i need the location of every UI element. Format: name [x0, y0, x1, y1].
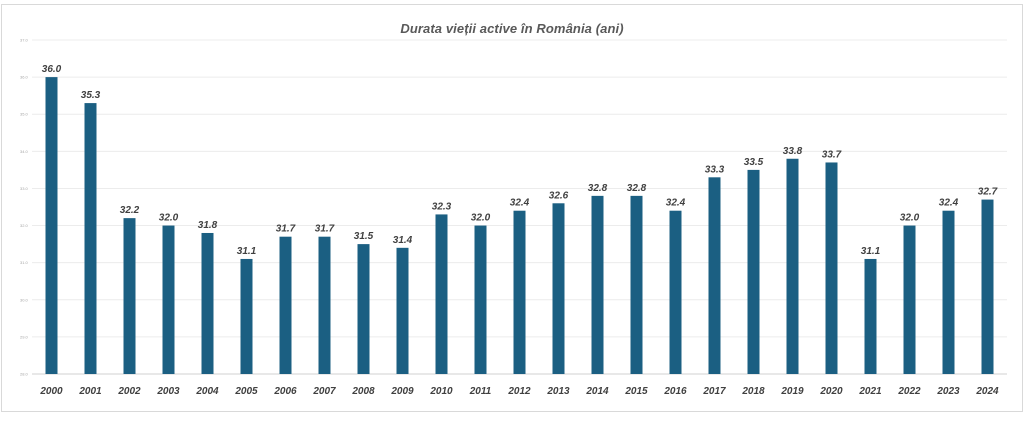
data-label: 33.5: [744, 157, 764, 168]
bar: [747, 169, 760, 374]
data-label: 31.1: [237, 246, 257, 257]
bar: [864, 258, 877, 374]
data-label: 32.4: [939, 198, 959, 209]
data-label: 31.8: [198, 220, 218, 231]
y-tick-label: 36.0: [20, 75, 29, 80]
bar: [513, 210, 526, 374]
y-tick-label: 28.0: [20, 372, 29, 377]
bar: [84, 103, 97, 374]
y-tick-label: 35.0: [20, 112, 29, 117]
data-label: 32.0: [159, 213, 179, 224]
bar: [708, 177, 721, 374]
data-label: 36.0: [42, 64, 62, 75]
bar: [201, 232, 214, 374]
chart-title: Durata vieții active în România (ani): [400, 21, 624, 36]
data-label: 32.8: [588, 183, 608, 194]
bar: [591, 195, 604, 374]
data-label: 31.4: [393, 235, 413, 246]
x-tick-label: 2013: [546, 386, 570, 397]
bar: [786, 158, 799, 374]
x-tick-label: 2018: [741, 386, 765, 397]
y-tick-label: 30.0: [20, 297, 29, 302]
data-label: 32.4: [666, 198, 686, 209]
x-tick-label: 2014: [585, 386, 609, 397]
data-label: 32.2: [120, 205, 140, 216]
data-label: 35.3: [81, 90, 101, 101]
data-label: 32.0: [900, 213, 920, 224]
x-tick-label: 2023: [936, 386, 960, 397]
chart-container: Durata vieții active în România (ani) 28…: [1, 4, 1023, 412]
bar: [357, 244, 370, 374]
data-label: 31.7: [276, 224, 296, 235]
bar: [630, 195, 643, 374]
y-tick-label: 37.0: [20, 38, 29, 43]
bar: [942, 210, 955, 374]
x-tick-label: 2009: [390, 386, 414, 397]
data-label: 32.3: [432, 201, 452, 212]
x-tick-label: 2001: [78, 386, 102, 397]
x-tick-label: 2007: [312, 386, 336, 397]
bar: [552, 203, 565, 374]
x-tick-label: 2011: [469, 386, 492, 397]
x-tick-label: 2024: [975, 386, 999, 397]
bar: [903, 225, 916, 374]
data-label: 33.8: [783, 146, 803, 157]
bar: [279, 236, 292, 374]
x-tick-label: 2002: [117, 386, 141, 397]
x-tick-label: 2008: [351, 386, 375, 397]
bar: [435, 214, 448, 374]
data-label: 32.4: [510, 198, 530, 209]
data-label: 32.6: [549, 190, 569, 201]
x-tick-label: 2021: [858, 386, 882, 397]
bar: [162, 225, 175, 374]
x-tick-label: 2022: [897, 386, 921, 397]
y-tick-label: 33.0: [20, 186, 29, 191]
y-tick-label: 32.0: [20, 223, 29, 228]
bar: [981, 199, 994, 374]
x-tick-label: 2015: [624, 386, 648, 397]
data-label: 33.7: [822, 149, 842, 160]
bar: [318, 236, 331, 374]
x-tick-label: 2016: [663, 386, 687, 397]
bar: [825, 162, 838, 374]
bar: [396, 247, 409, 374]
bar: [240, 258, 253, 374]
x-tick-label: 2012: [507, 386, 531, 397]
bar: [45, 77, 58, 374]
x-tick-label: 2000: [39, 386, 63, 397]
data-label: 32.8: [627, 183, 647, 194]
x-tick-label: 2005: [234, 386, 258, 397]
y-tick-label: 34.0: [20, 149, 29, 154]
y-tick-label: 29.0: [20, 334, 29, 339]
data-label: 31.7: [315, 224, 335, 235]
bar: [669, 210, 682, 374]
data-label: 33.3: [705, 164, 725, 175]
data-label: 31.1: [861, 246, 881, 257]
bar-chart: 28.0 29.0 30.0 31.0 32.0 33.0 34.0 35.0 36.0 37.0…: [20, 38, 1007, 397]
data-label: 31.5: [354, 231, 374, 242]
x-tick-label: 2006: [273, 386, 297, 397]
x-tick-label: 2004: [195, 386, 219, 397]
data-label: 32.7: [978, 187, 998, 198]
bar: [123, 218, 136, 374]
y-tick-label: 31.0: [20, 260, 29, 265]
x-tick-label: 2019: [780, 386, 804, 397]
bar: [474, 225, 487, 374]
x-tick-label: 2020: [819, 386, 843, 397]
data-label: 32.0: [471, 213, 491, 224]
x-tick-label: 2003: [156, 386, 180, 397]
x-tick-label: 2010: [429, 386, 453, 397]
x-tick-label: 2017: [702, 386, 726, 397]
